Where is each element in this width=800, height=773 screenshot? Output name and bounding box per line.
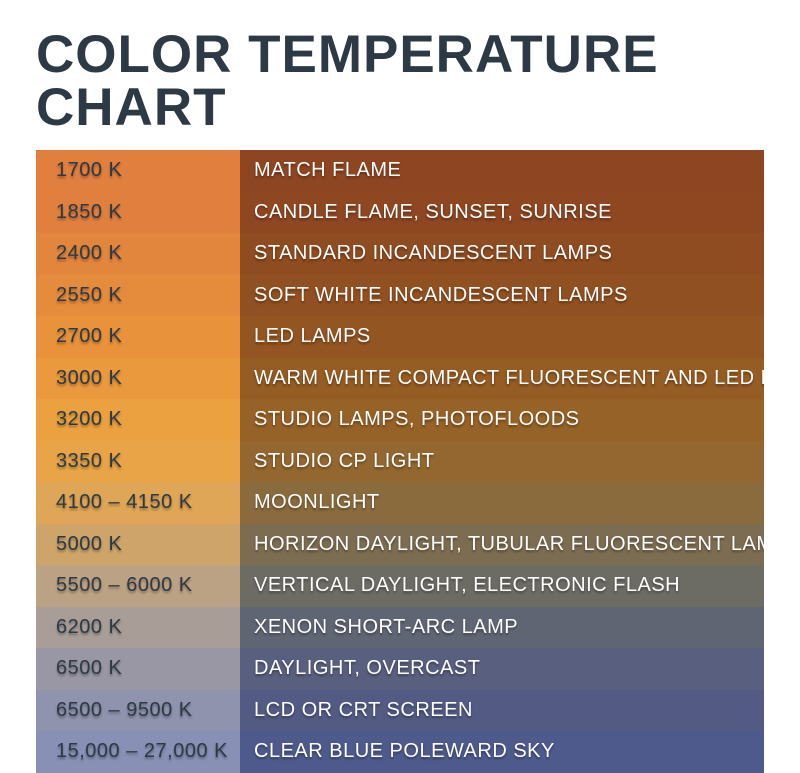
chart-container: Color Temperature Chart 1700 KMatch flam… xyxy=(0,0,800,756)
temp-cell: 6500 – 9500 K xyxy=(36,690,240,732)
temp-cell: 2700 K xyxy=(36,316,240,358)
table-row: 3000 KWarm white compact fluorescent and… xyxy=(36,358,764,400)
desc-cell: Horizon daylight, tubular fluorescent la… xyxy=(240,524,764,566)
temp-cell: 5500 – 6000 K xyxy=(36,565,240,607)
temp-cell: 1850 K xyxy=(36,192,240,234)
table-row: 2550 KSoft white incandescent lamps xyxy=(36,275,764,317)
table-row: 5500 – 6000 KVertical daylight, electron… xyxy=(36,565,764,607)
temp-cell: 4100 – 4150 K xyxy=(36,482,240,524)
desc-cell: Moonlight xyxy=(240,482,764,524)
table-row: 6500 KDaylight, overcast xyxy=(36,648,764,690)
temp-cell: 3350 K xyxy=(36,441,240,483)
table-row: 6500 – 9500 KLCD or CRT screen xyxy=(36,690,764,732)
table-row: 3200 KStudio lamps, photofloods xyxy=(36,399,764,441)
temp-cell: 6200 K xyxy=(36,607,240,649)
table-row: 6200 KXenon short-arc lamp xyxy=(36,607,764,649)
desc-cell: Vertical daylight, electronic flash xyxy=(240,565,764,607)
desc-cell: Xenon short-arc lamp xyxy=(240,607,764,649)
table-row: 5000 KHorizon daylight, tubular fluoresc… xyxy=(36,524,764,566)
temp-cell: 3000 K xyxy=(36,358,240,400)
desc-cell: Warm white compact fluorescent and LED l… xyxy=(240,358,764,400)
desc-cell: Standard incandescent lamps xyxy=(240,233,764,275)
table-row: 3350 KStudio CP light xyxy=(36,441,764,483)
temp-cell: 2550 K xyxy=(36,275,240,317)
desc-cell: Daylight, overcast xyxy=(240,648,764,690)
table-row: 15,000 – 27,000 KClear blue poleward sky xyxy=(36,731,764,773)
temp-cell: 3200 K xyxy=(36,399,240,441)
table-row: 1850 KCandle flame, sunset, sunrise xyxy=(36,192,764,234)
temp-cell: 6500 K xyxy=(36,648,240,690)
chart-title: Color Temperature Chart xyxy=(36,28,764,134)
temp-cell: 2400 K xyxy=(36,233,240,275)
table-row: 4100 – 4150 KMoonlight xyxy=(36,482,764,524)
desc-cell: Soft white incandescent lamps xyxy=(240,275,764,317)
desc-cell: Candle flame, sunset, sunrise xyxy=(240,192,764,234)
table-row: 2700 KLED lamps xyxy=(36,316,764,358)
temp-cell: 15,000 – 27,000 K xyxy=(36,731,240,773)
temp-cell: 5000 K xyxy=(36,524,240,566)
desc-cell: Match flame xyxy=(240,150,764,192)
desc-cell: LCD or CRT screen xyxy=(240,690,764,732)
desc-cell: Studio lamps, photofloods xyxy=(240,399,764,441)
temperature-table: 1700 KMatch flame1850 KCandle flame, sun… xyxy=(36,150,764,773)
desc-cell: LED lamps xyxy=(240,316,764,358)
desc-cell: Clear blue poleward sky xyxy=(240,731,764,773)
table-row: 1700 KMatch flame xyxy=(36,150,764,192)
temp-cell: 1700 K xyxy=(36,150,240,192)
desc-cell: Studio CP light xyxy=(240,441,764,483)
table-row: 2400 KStandard incandescent lamps xyxy=(36,233,764,275)
